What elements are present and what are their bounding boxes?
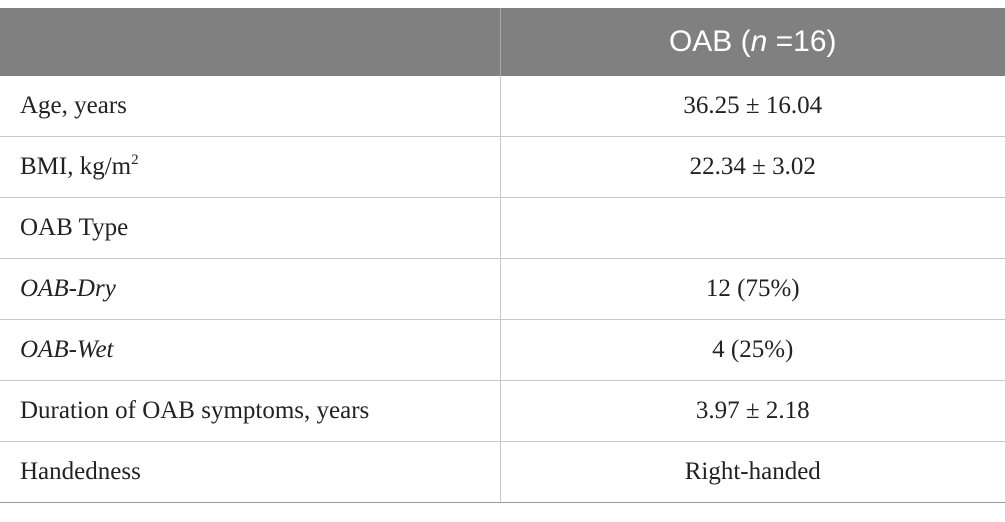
value-cell: 3.97 ± 2.18 xyxy=(499,380,1005,442)
table-row: Duration of OAB symptoms, years 3.97 ± 2.… xyxy=(0,380,1005,442)
value-cell xyxy=(499,197,1005,259)
row-value: 3.97 ± 2.18 xyxy=(695,397,810,424)
label-cell: OAB-Wet xyxy=(0,319,500,381)
table-row: Age, years 36.25 ± 16.04 xyxy=(0,76,1005,137)
label-cell: BMI, kg/m2 xyxy=(0,136,500,198)
header-empty-cell xyxy=(0,8,500,76)
row-label-superscript: 2 xyxy=(131,152,139,168)
header-italic: n xyxy=(750,25,768,58)
value-cell: 12 (75%) xyxy=(499,258,1005,320)
table-row: Handedness Right-handed xyxy=(0,441,1005,503)
value-cell: Right-handed xyxy=(499,441,1005,503)
table-row: OAB-Wet 4 (25%) xyxy=(0,319,1005,381)
row-label: Handedness xyxy=(20,458,141,485)
label-cell: Duration of OAB symptoms, years xyxy=(0,380,500,442)
label-cell: OAB-Dry xyxy=(0,258,500,320)
table-row: BMI, kg/m2 22.34 ± 3.02 xyxy=(0,136,1005,198)
label-cell: OAB Type xyxy=(0,197,500,259)
header-suffix: =16) xyxy=(767,25,837,58)
row-value: 12 (75%) xyxy=(705,275,800,302)
table-row: OAB Type xyxy=(0,197,1005,259)
row-value: 22.34 ± 3.02 xyxy=(689,153,816,180)
header-row: OAB (n =16) xyxy=(0,8,1005,76)
row-label: Duration of OAB symptoms, years xyxy=(20,397,370,424)
value-cell: 4 (25%) xyxy=(499,319,1005,381)
row-label: OAB-Dry xyxy=(20,275,116,302)
row-label: OAB Type xyxy=(20,214,129,241)
label-cell: Age, years xyxy=(0,76,500,137)
row-label: BMI, kg/m xyxy=(20,153,132,180)
value-cell: 22.34 ± 3.02 xyxy=(499,136,1005,198)
row-value: 4 (25%) xyxy=(712,336,794,363)
header-text: OAB ( xyxy=(668,25,751,58)
label-cell: Handedness xyxy=(0,441,500,503)
header-cell: OAB (n =16) xyxy=(499,8,1005,76)
row-value: Right-handed xyxy=(684,458,821,485)
table-body: Age, years 36.25 ± 16.04 BMI, kg/m2 22.34 ±… xyxy=(0,76,1005,503)
row-value: 36.25 ± 16.04 xyxy=(683,92,823,119)
value-cell: 36.25 ± 16.04 xyxy=(499,76,1005,137)
table-row: OAB-Dry 12 (75%) xyxy=(0,258,1005,320)
row-label: Age, years xyxy=(20,92,127,119)
data-table: OAB (n =16) Age, years 36.25 ± 16.04 BMI, … xyxy=(0,8,1005,503)
row-label: OAB-Wet xyxy=(20,336,114,363)
